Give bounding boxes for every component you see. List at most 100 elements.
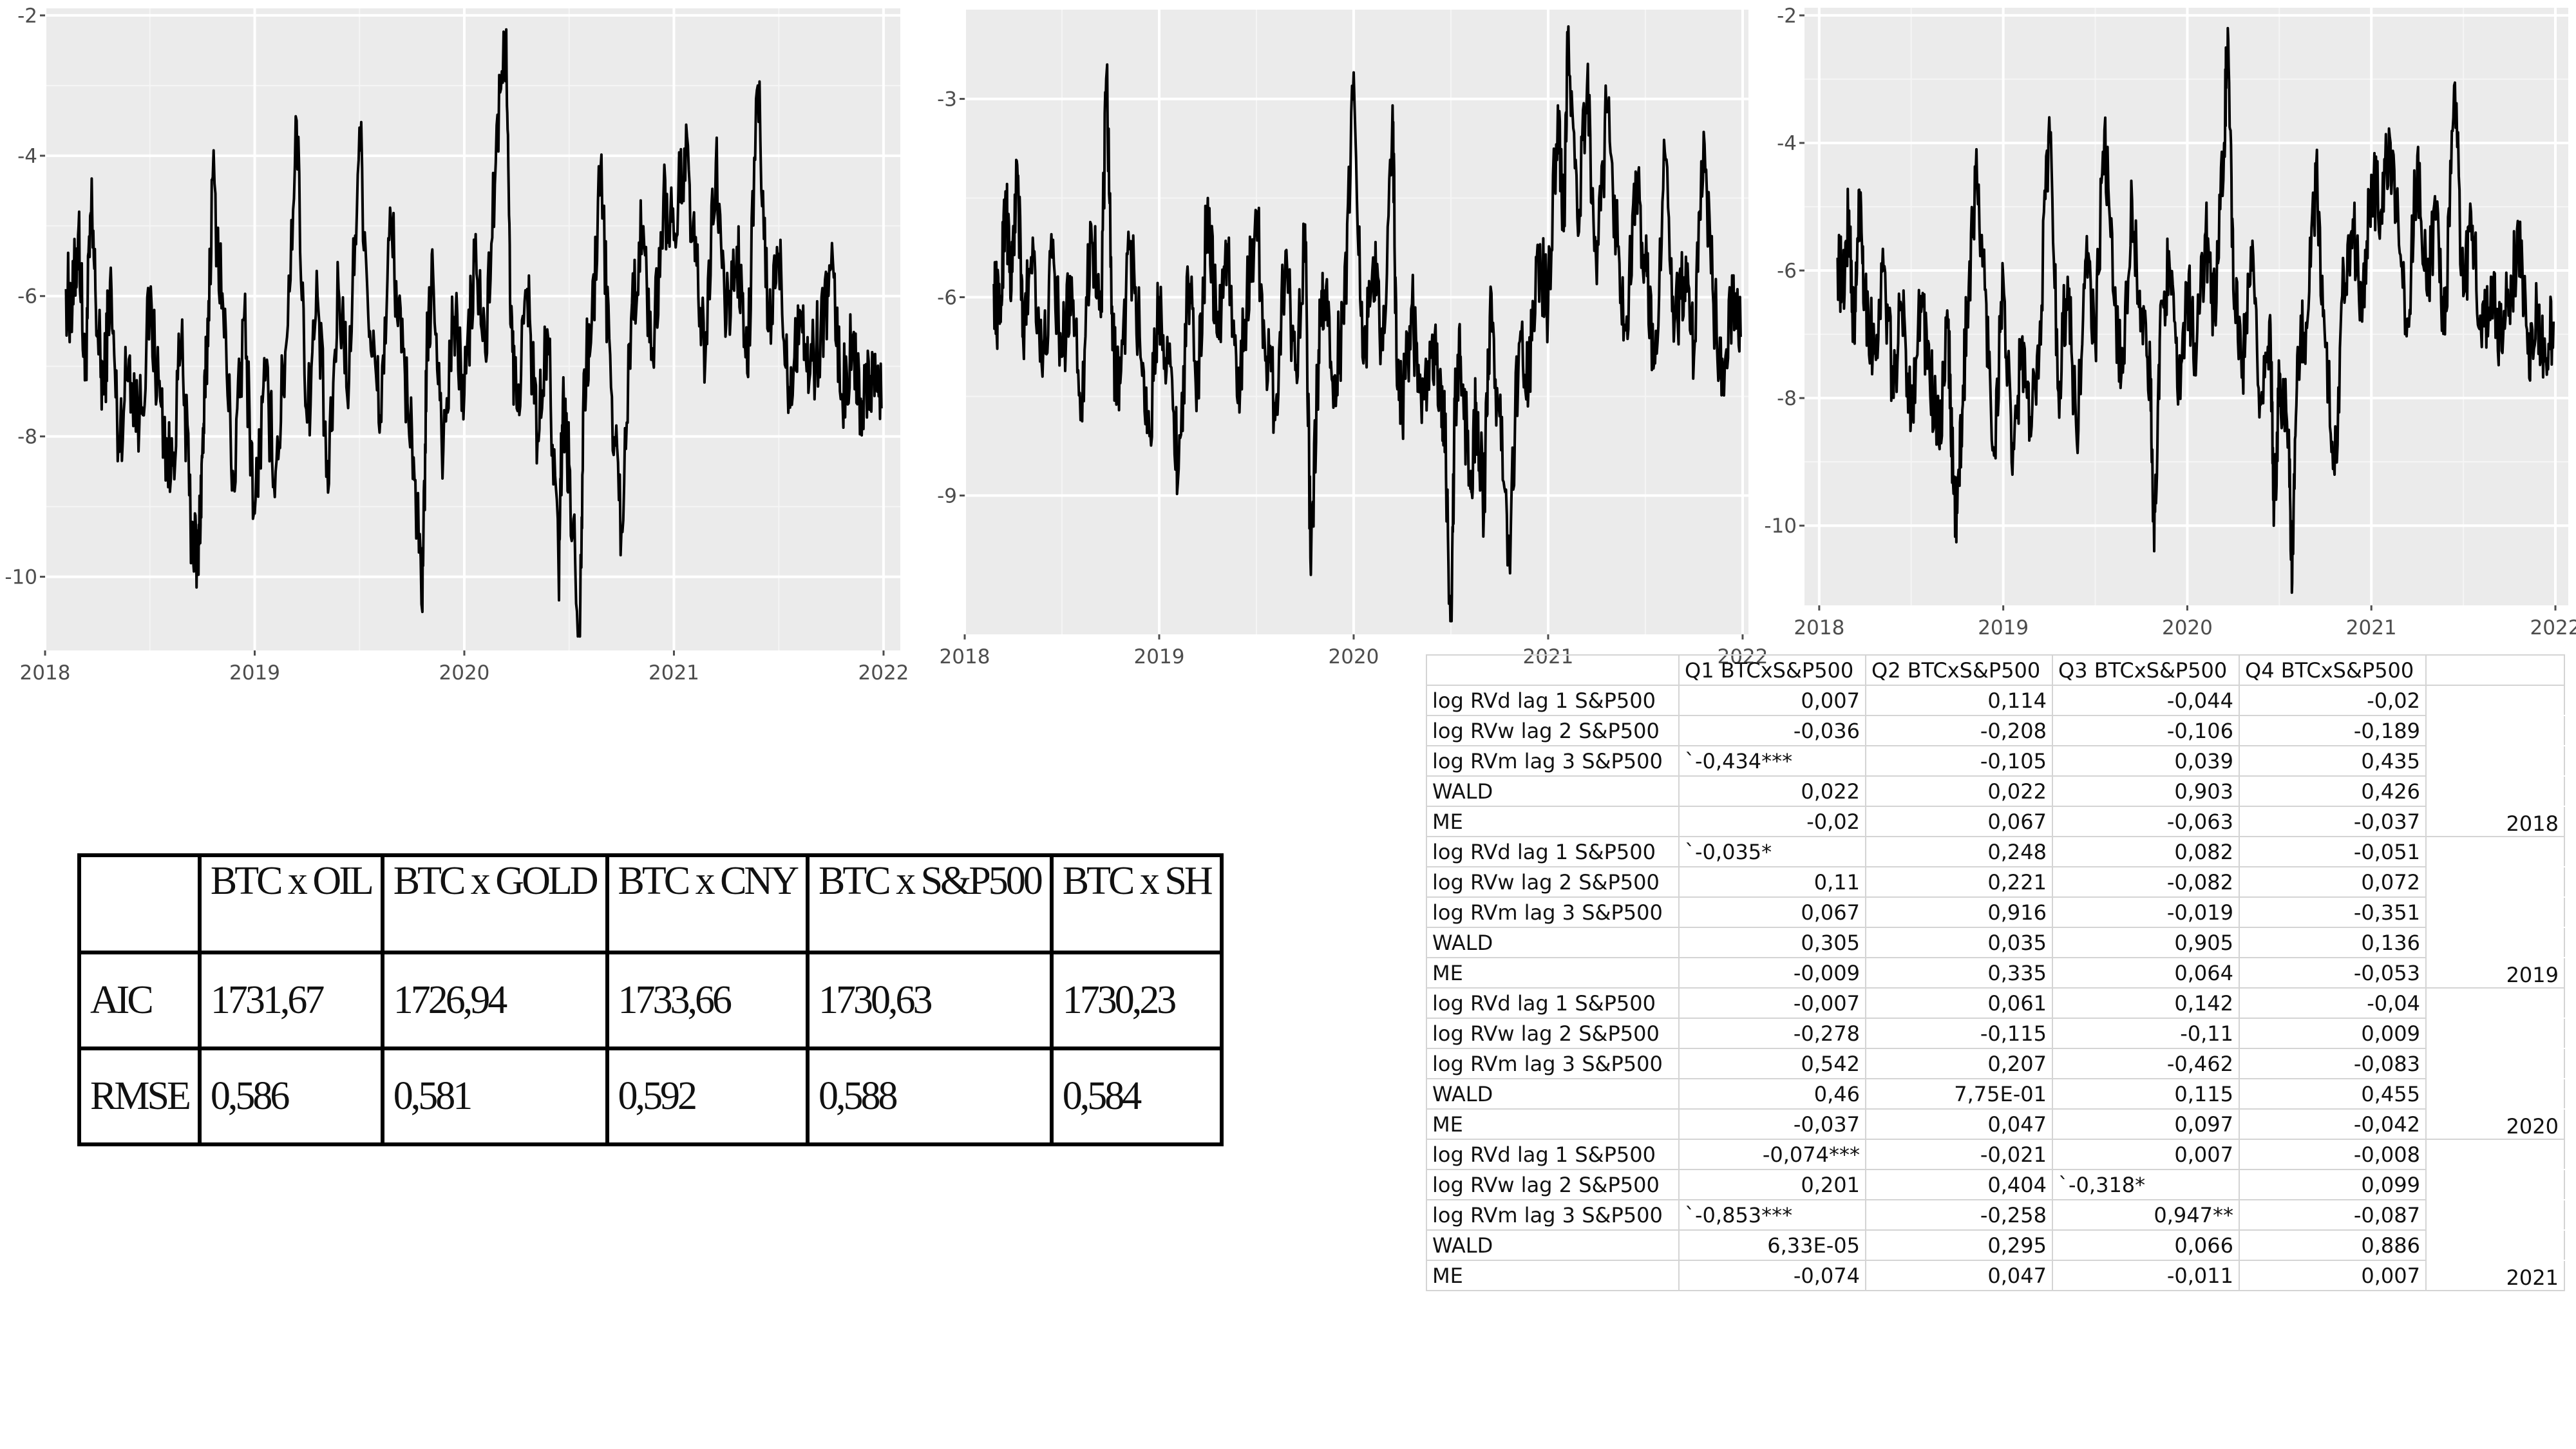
x-tick-label: 2022 — [2530, 616, 2576, 639]
quarter-table-year — [2425, 866, 2565, 898]
quarter-table-row: log RVw lag 2 S&P500 -0,278 -0,115 -0,11 0,0… — [1426, 1018, 2565, 1049]
quarter-table-row-label: log RVw lag 2 S&P500 — [1426, 1169, 1680, 1200]
x-tick-label: 2021 — [649, 661, 699, 685]
y-tick-label: -10 — [5, 566, 37, 589]
quarter-table-cell: 0,426 — [2239, 775, 2427, 807]
x-tick-label: 2019 — [1134, 645, 1185, 668]
quarter-table-row: log RVd lag 1 S&P500 -0,007 0,061 0,142 -0,0… — [1426, 987, 2565, 1019]
quarter-table-row-label: WALD — [1426, 1229, 1680, 1261]
quarter-table-cell: 0,207 — [1865, 1048, 2053, 1079]
quarter-table-cell: 0,136 — [2239, 927, 2427, 958]
quarter-table-cell: 6,33E-05 — [1678, 1229, 1866, 1261]
y-tick-label: -2 — [17, 5, 37, 28]
plot-panel-background — [965, 10, 1748, 634]
quarter-table-cell: 7,75E-01 — [1865, 1078, 2053, 1110]
quarter-table-row: ME -0,009 0,335 0,064 -0,053 2019 — [1426, 957, 2565, 989]
quarter-table-row-label: log RVm lag 3 S&P500 — [1426, 745, 1680, 777]
quarter-table-row: log RVd lag 1 S&P500 -0,074*** -0,021 0,007… — [1426, 1139, 2565, 1170]
quarter-table-cell: 0,082 — [2052, 836, 2240, 867]
quarter-table-cell: 0,11 — [1678, 866, 1866, 898]
quarter-table-cell: 0,201 — [1678, 1169, 1866, 1200]
quarter-table-row: log RVm lag 3 S&P500 `-0,434*** -0,105 0,03… — [1426, 745, 2565, 777]
quarter-table-cell: 0,047 — [1865, 1108, 2053, 1140]
quarter-table-cell: -0,462 — [2052, 1048, 2240, 1079]
quarter-table-cell: -0,042 — [2239, 1108, 2427, 1140]
quarter-table-row-label: WALD — [1426, 775, 1680, 807]
aic-table-cell: 1730,23 — [1049, 951, 1224, 1050]
quarter-table-year — [2425, 836, 2565, 867]
aic-table-cell: 0,586 — [197, 1046, 384, 1146]
aic-table-cell: 1730,63 — [805, 951, 1054, 1050]
series-line — [1836, 26, 2555, 594]
aic-table-row-label: AIC — [77, 951, 202, 1050]
quarter-table-year — [2425, 745, 2565, 777]
quarter-table-row-label: log RVw lag 2 S&P500 — [1426, 866, 1680, 898]
y-tick-label: -10 — [1764, 515, 1797, 538]
quarter-table-year: 2019 — [2425, 957, 2565, 989]
quarter-table-cell: 0,066 — [2052, 1229, 2240, 1261]
quarter-table-cell: -0,115 — [1865, 1018, 2053, 1049]
quarter-table-cell: 0,039 — [2052, 745, 2240, 777]
quarter-table-cell: -0,037 — [1678, 1108, 1866, 1140]
quarter-table-cell: 0,064 — [2052, 957, 2240, 989]
aic-table-corner — [77, 853, 202, 954]
quarter-table-row-label: log RVd lag 1 S&P500 — [1426, 987, 1680, 1019]
quarter-table-cell: 0,142 — [2052, 987, 2240, 1019]
quarter-table-cell: -0,037 — [2239, 806, 2427, 837]
quarter-table-row: WALD 0,46 7,75E-01 0,115 0,455 — [1426, 1078, 2565, 1110]
quarter-table-row: ME -0,037 0,047 0,097 -0,042 2020 — [1426, 1108, 2565, 1140]
quarter-table-row-label: ME — [1426, 1108, 1680, 1140]
y-tick-label: -6 — [17, 285, 37, 308]
quarter-table-year — [2425, 927, 2565, 958]
quarter-table-cell: -0,044 — [2052, 685, 2240, 716]
quarter-table-cell: -0,02 — [1678, 806, 1866, 837]
quarter-table-year — [2425, 685, 2565, 716]
quarter-table-cell: 0,221 — [1865, 866, 2053, 898]
quarter-table-cell: -0,208 — [1865, 715, 2053, 746]
quarter-table-row-label: log RVm lag 3 S&P500 — [1426, 896, 1680, 928]
quarter-table-cell: 0,947** — [2052, 1199, 2240, 1231]
quarter-table-cell: -0,106 — [2052, 715, 2240, 746]
quarter-table-year — [2425, 1169, 2565, 1200]
x-tick-label: 2018 — [20, 661, 71, 685]
quarter-table-cell: 0,009 — [2239, 1018, 2427, 1049]
quarter-table-cell: 0,067 — [1678, 896, 1866, 928]
aic-table-cell: 1731,67 — [197, 951, 384, 1050]
quarter-table-cell: 0,072 — [2239, 866, 2427, 898]
y-tick-label: -8 — [17, 426, 37, 449]
quarter-table-row-label: log RVm lag 3 S&P500 — [1426, 1048, 1680, 1079]
quarter-table-year: 2021 — [2425, 1260, 2565, 1291]
aic-table-row: RMSE 0,586 0,581 0,592 0,588 0,584 — [77, 1046, 1224, 1146]
aic-table-header: BTC x OIL — [197, 853, 384, 954]
quarter-table-year — [2425, 715, 2565, 746]
quarter-table-year — [2425, 987, 2565, 1019]
quarter-table-cell: -0,063 — [2052, 806, 2240, 837]
quarter-table-cell: 0,022 — [1678, 775, 1866, 807]
quarter-table-year — [2425, 896, 2565, 928]
quarter-table-row: log RVd lag 1 S&P500 `-0,035* 0,248 0,082 -0… — [1426, 836, 2565, 867]
quarter-table-cell: 0,916 — [1865, 896, 2053, 928]
quarter-table-cell: 0,305 — [1678, 927, 1866, 958]
quarter-table-row-label: ME — [1426, 1260, 1680, 1291]
quarter-table-cell: -0,11 — [2052, 1018, 2240, 1049]
quarter-table-row-label: log RVw lag 2 S&P500 — [1426, 715, 1680, 746]
quarter-table-cell: -0,008 — [2239, 1139, 2427, 1170]
series-line — [992, 25, 1742, 623]
quarter-table-row: log RVm lag 3 S&P500 `-0,853*** -0,258 0,94… — [1426, 1199, 2565, 1231]
x-tick-label: 2019 — [1978, 616, 2029, 639]
aic-table-cell: 0,581 — [380, 1046, 609, 1146]
quarter-table-cell: -0,105 — [1865, 745, 2053, 777]
quarter-table-row: log RVd lag 1 S&P500 0,007 0,114 -0,044 -0,0… — [1426, 685, 2565, 716]
quarter-table-cell: 0,067 — [1865, 806, 2053, 837]
quarter-table-cell: 0,248 — [1865, 836, 2053, 867]
quarter-table-cell: `-0,853*** — [1678, 1199, 1866, 1231]
quarter-table-row-label: log RVm lag 3 S&P500 — [1426, 1199, 1680, 1231]
x-tick-label: 2018 — [940, 645, 990, 668]
quarter-table-row-label: log RVw lag 2 S&P500 — [1426, 1018, 1680, 1049]
quarter-table-cell: 0,542 — [1678, 1048, 1866, 1079]
plot-right: 2018 2019 2020 2021 2022 -2 -4 -6 -8 -10 — [1752, 0, 2576, 650]
quarter-table-cell: 0,099 — [2239, 1169, 2427, 1200]
quarter-table-cell: 0,007 — [2239, 1260, 2427, 1291]
y-tick-label: -4 — [17, 145, 37, 168]
quarter-table-cell: 0,903 — [2052, 775, 2240, 807]
